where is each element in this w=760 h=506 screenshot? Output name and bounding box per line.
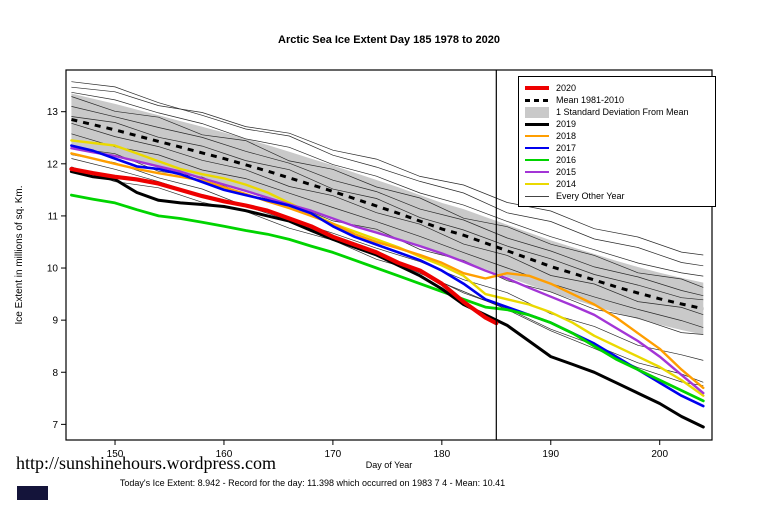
plot-frame [65, 69, 713, 441]
x-axis-label: Day of Year [366, 460, 413, 470]
site-url[interactable]: http://sunshinehours.wordpress.com [16, 453, 276, 473]
legend-label: 2015 [556, 167, 577, 177]
x-tick-label: 180 [433, 449, 450, 460]
y-axis-label: Ice Extent in millions of sq. Km. [14, 186, 25, 325]
y-tick-label: 12 [47, 159, 59, 170]
legend-item-2015: 2015 [525, 167, 709, 177]
legend-label: 2014 [556, 179, 577, 189]
other-year-line [71, 91, 704, 277]
y-tick-label: 11 [48, 211, 59, 222]
x-tick-label: 200 [651, 449, 668, 460]
line-swatch [525, 86, 549, 90]
legend-label: 2018 [556, 131, 577, 141]
y-tick-label: 7 [52, 420, 58, 431]
line-swatch [525, 134, 549, 138]
y-tick-label: 10 [47, 264, 59, 275]
legend-item-2020: 2020 [525, 83, 709, 93]
stats-badge [17, 486, 48, 500]
series-2016-line [70, 193, 705, 403]
other-year-line [71, 133, 704, 328]
legend-label: Mean 1981-2010 [556, 95, 625, 105]
line-swatch [525, 146, 549, 150]
legend: 2020 Mean 1981-2010 1 Standard Deviation F… [518, 76, 716, 207]
std-dev-band [71, 93, 704, 335]
legend-label: 1 Standard Deviation From Mean [556, 107, 689, 117]
other-year-line [71, 96, 704, 288]
other-year-line [71, 86, 704, 256]
series-2018-line [70, 152, 705, 390]
series-2015-line [70, 147, 705, 395]
other-year-line [71, 106, 704, 297]
legend-item-1-standard-deviation-from-mean: 1 Standard Deviation From Mean [525, 106, 709, 118]
x-tick-label: 160 [216, 449, 233, 460]
series-2020-line [69, 166, 499, 326]
legend-item-2018: 2018 [525, 131, 709, 141]
legend-item-2014: 2014 [525, 179, 709, 189]
line-swatch [525, 182, 549, 186]
stats-caption: Today's Ice Extent: 8.942 - Record for t… [119, 478, 506, 488]
x-tick-label: 150 [107, 449, 124, 460]
legend-item-every-other-year: Every Other Year [525, 191, 709, 201]
legend-item-2019: 2019 [525, 119, 709, 129]
legend-item-2017: 2017 [525, 143, 709, 153]
mean-line [71, 118, 704, 311]
band-swatch [525, 106, 549, 118]
series-2014-line [70, 139, 705, 397]
legend-label: 2016 [556, 155, 577, 165]
legend-label: 2019 [556, 119, 577, 129]
line-swatch [525, 195, 549, 197]
x-tick-label: 170 [325, 449, 342, 460]
legend-label: 2020 [556, 83, 577, 93]
y-tick-label: 13 [47, 107, 59, 118]
series-2017-line [70, 144, 705, 408]
legend-label: Every Other Year [556, 191, 625, 201]
y-tick-label: 8 [52, 368, 58, 379]
plot-layers: 150 160 170 180 190 200 7 8 9 10 11 12 13 [47, 69, 713, 460]
other-year-line [71, 122, 704, 316]
dashed-line-swatch [525, 98, 549, 102]
line-swatch [525, 122, 549, 126]
other-year-line [71, 116, 704, 301]
legend-label: 2017 [556, 143, 577, 153]
chart-svg: 150 160 170 180 190 200 7 8 9 10 11 12 13 Day of Yea… [14, 69, 713, 470]
line-swatch [525, 170, 549, 174]
legend-item-mean-1981-2010: Mean 1981-2010 [525, 95, 709, 105]
line-swatch [525, 158, 549, 162]
x-tick-label: 190 [542, 449, 559, 460]
y-tick-label: 9 [52, 316, 58, 327]
chart-title: Arctic Sea Ice Extent Day 185 1978 to 20… [278, 34, 500, 46]
series-2019-line [69, 170, 705, 429]
legend-item-2016: 2016 [525, 155, 709, 165]
